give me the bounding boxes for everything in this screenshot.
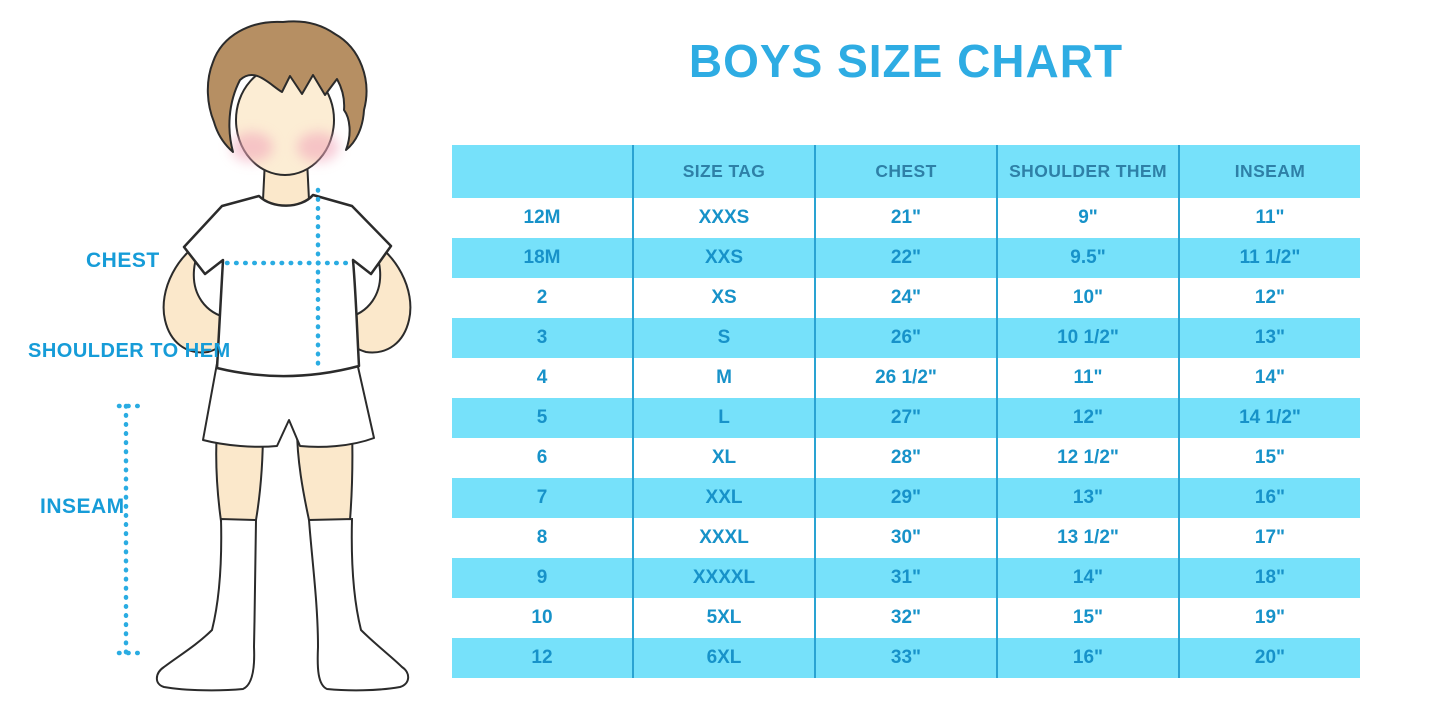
table-cell: 33" — [816, 638, 998, 678]
table-cell: 29" — [816, 478, 998, 518]
table-cell: 11" — [1255, 207, 1285, 228]
table-cell: 15" — [1254, 447, 1286, 468]
table-cell: M — [634, 358, 816, 398]
column-header-inseam: INSEAM — [1234, 161, 1306, 181]
table-row: 18M XXS 22" 9.5" 11 1/2" — [452, 238, 1360, 278]
table-cell: L — [634, 398, 816, 438]
table-cell: XS — [634, 278, 816, 318]
table-row: 7 XXL 29" 13" 16" — [452, 478, 1360, 518]
table-cell: 17" — [1254, 527, 1286, 548]
table-cell: 20" — [1254, 647, 1286, 668]
chest-label: CHEST — [86, 249, 160, 272]
table-cell: 16" — [1254, 487, 1286, 508]
table-cell: 32" — [816, 598, 998, 638]
table-body: 12M XXXS 21" 9" 11" 18M XXS 22" 9.5" 11 1/2" 2 XS 24… — [452, 198, 1360, 678]
table-cell: 14" — [998, 558, 1180, 598]
table-row: 8 XXXL 30" 13 1/2" 17" — [452, 518, 1360, 558]
table-cell: 13" — [998, 478, 1180, 518]
table-cell: 11" — [998, 358, 1180, 398]
table-cell: 6XL — [634, 638, 816, 678]
table-cell: 12" — [1254, 287, 1286, 308]
table-cell: 5XL — [634, 598, 816, 638]
table-cell: 13" — [1254, 327, 1286, 348]
table-cell: 9" — [998, 198, 1180, 238]
table-cell: 21" — [816, 198, 998, 238]
table-cell: 11 1/2" — [1239, 247, 1301, 268]
table-cell: XL — [634, 438, 816, 478]
table-cell: 27" — [816, 398, 998, 438]
table-cell: 10 — [452, 598, 634, 638]
table-cell: 9 — [452, 558, 634, 598]
table-cell: 15" — [998, 598, 1180, 638]
shoulder-to-hem-label: SHOULDER TO HEM — [28, 340, 231, 362]
table-cell: 19" — [1254, 607, 1286, 628]
table-cell: 22" — [816, 238, 998, 278]
boy-illustration: CHEST SHOULDER TO HEM INSEAM — [0, 0, 450, 723]
table-cell: 14" — [1254, 367, 1286, 388]
table-row: 9 XXXXL 31" 14" 18" — [452, 558, 1360, 598]
column-header-size-tag: SIZE TAG — [634, 145, 816, 198]
table-cell: 12" — [998, 398, 1180, 438]
table-row: 5 L 27" 12" 14 1/2" — [452, 398, 1360, 438]
table-cell: 4 — [452, 358, 634, 398]
table-cell: 31" — [816, 558, 998, 598]
column-header-chest: CHEST — [816, 145, 998, 198]
table-row: 12 6XL 33" 16" 20" — [452, 638, 1360, 678]
boy-left-sock — [155, 517, 258, 692]
table-cell: XXXS — [634, 198, 816, 238]
inseam-label: INSEAM — [40, 495, 125, 518]
boy-figure-drawing — [116, 20, 412, 692]
table-cell: 24" — [816, 278, 998, 318]
table-cell: XXL — [634, 478, 816, 518]
table-cell: 2 — [452, 278, 634, 318]
table-cell: XXXL — [634, 518, 816, 558]
boy-blush-right — [297, 132, 339, 162]
table-cell: 26" — [816, 318, 998, 358]
boy-right-sock — [307, 517, 410, 692]
table-cell: 6 — [452, 438, 634, 478]
boy-shorts — [202, 357, 375, 448]
page-title: BOYS SIZE CHART — [688, 35, 1124, 87]
table-cell: 10" — [998, 278, 1180, 318]
table-cell: 9.5" — [998, 238, 1180, 278]
table-cell: 18M — [452, 238, 634, 278]
table-cell: 18" — [1254, 567, 1286, 588]
table-cell: 14 1/2" — [1239, 407, 1301, 428]
boy-left-arm — [162, 237, 230, 354]
table-cell: 12M — [452, 198, 634, 238]
table-cell: 12 — [452, 638, 634, 678]
table-cell: 30" — [816, 518, 998, 558]
table-cell: 7 — [452, 478, 634, 518]
table-cell: 12 1/2" — [998, 438, 1180, 478]
boy-hair — [206, 20, 368, 153]
table-header-row: SIZE TAG CHEST SHOULDER THEM INSEAM — [452, 145, 1360, 198]
table-cell: 13 1/2" — [998, 518, 1180, 558]
table-cell: S — [634, 318, 816, 358]
table-cell: 10 1/2" — [998, 318, 1180, 358]
table-cell: XXXXL — [634, 558, 816, 598]
boy-tshirt — [182, 193, 393, 378]
table-row: 3 S 26" 10 1/2" 13" — [452, 318, 1360, 358]
table-row: 6 XL 28" 12 1/2" 15" — [452, 438, 1360, 478]
table-row: 12M XXXS 21" 9" 11" — [452, 198, 1360, 238]
table-cell: 16" — [998, 638, 1180, 678]
table-row: 4 M 26 1/2" 11" 14" — [452, 358, 1360, 398]
table-cell: XXS — [634, 238, 816, 278]
boy-blush-left — [231, 132, 273, 162]
size-table: SIZE TAG CHEST SHOULDER THEM INSEAM 12M XXXS… — [452, 145, 1360, 678]
table-cell: 28" — [816, 438, 998, 478]
column-header-shoulder-them: SHOULDER THEM — [998, 145, 1180, 198]
table-row: 2 XS 24" 10" 12" — [452, 278, 1360, 318]
table-cell: 3 — [452, 318, 634, 358]
table-cell: 5 — [452, 398, 634, 438]
table-cell: 26 1/2" — [816, 358, 998, 398]
column-header-size — [452, 145, 634, 198]
table-cell: 8 — [452, 518, 634, 558]
table-row: 10 5XL 32" 15" 19" — [452, 598, 1360, 638]
